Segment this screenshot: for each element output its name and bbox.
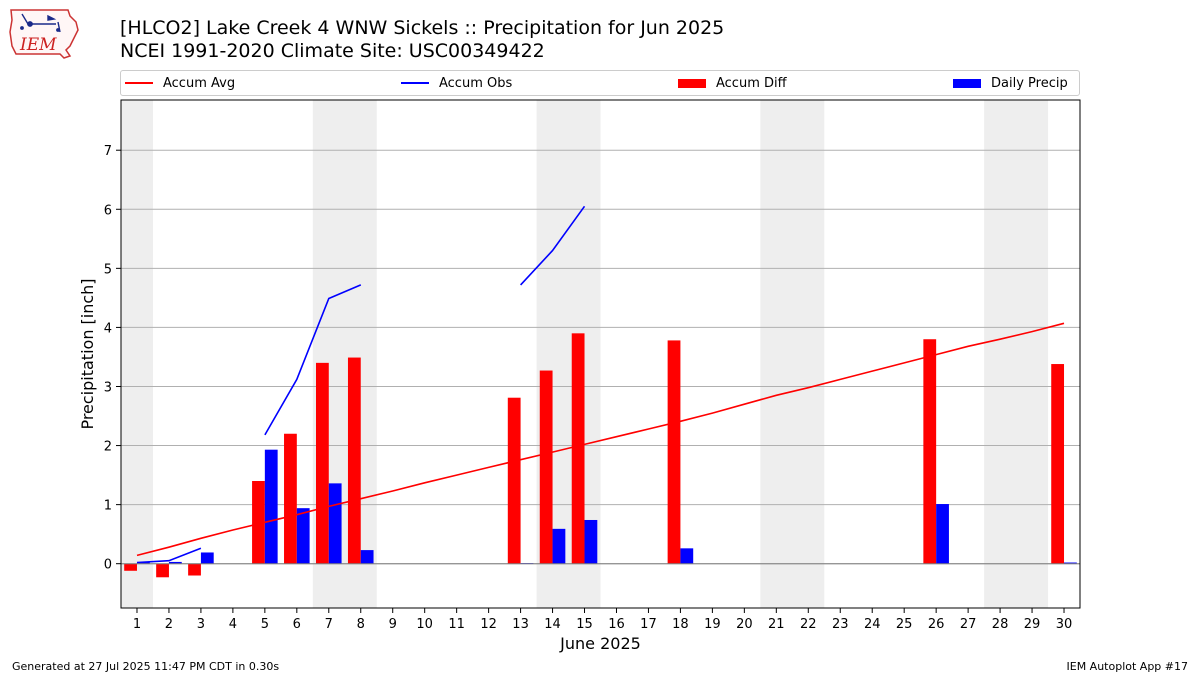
bar [507,397,521,564]
x-tick-label: 7 [325,617,333,632]
x-tick-label: 21 [768,617,785,632]
y-tick-label: 3 [104,380,112,395]
chart-subtitle: NCEI 1991-2020 Climate Site: USC00349422 [120,40,545,62]
legend-label: Accum Obs [439,75,513,91]
bar [360,550,374,564]
x-axis-label: June 2025 [559,634,641,653]
x-tick-label: 4 [229,617,237,632]
legend-swatch [401,82,429,84]
x-tick-label: 2 [165,617,173,632]
x-tick-label: 23 [832,617,849,632]
x-tick-label: 13 [512,617,529,632]
bar [923,339,937,564]
x-tick-label: 15 [576,617,593,632]
x-tick-label: 18 [672,617,689,632]
bar [188,563,201,576]
bar [264,449,278,564]
x-tick-label: 11 [448,617,465,632]
legend-label: Daily Precip [991,75,1068,91]
bar [1051,364,1065,564]
legend-swatch [125,82,153,84]
weather-station-icon [20,13,61,33]
x-tick-label: 12 [480,617,497,632]
series-line [136,547,202,564]
bar [168,561,182,564]
bar [315,362,329,564]
chart-legend: Accum Avg Accum Obs Accum Diff Daily Pre… [120,70,1080,96]
bar [200,552,214,564]
x-tick-label: 28 [992,617,1009,632]
bar [284,433,297,564]
legend-item-accum-avg: Accum Avg [125,71,235,95]
x-tick-label: 30 [1056,617,1073,632]
y-tick-label: 7 [104,144,112,159]
y-tick-label: 5 [104,262,112,277]
weekend-band [984,100,1049,608]
x-tick-label: 6 [293,617,301,632]
legend-swatch [953,78,981,88]
y-axis-label: Precipitation [inch] [78,278,97,429]
weekend-band [121,100,153,608]
app-label: IEM Autoplot App #17 [1066,660,1189,673]
legend-item-accum-diff: Accum Diff [678,71,787,95]
x-tick-label: 9 [389,617,397,632]
y-tick-label: 4 [104,321,112,336]
legend-label: Accum Avg [163,75,236,91]
bar [936,504,949,564]
y-tick-label: 0 [104,558,112,573]
generated-timestamp: Generated at 27 Jul 2025 11:47 PM CDT in… [12,660,280,673]
y-tick-label: 6 [104,203,112,218]
legend-swatch [678,78,706,88]
logo-text: IEM [19,35,57,55]
legend-item-accum-obs: Accum Obs [401,71,512,95]
x-tick-label: 14 [544,617,561,632]
bar [136,562,150,564]
bar [584,519,598,564]
bar [539,370,553,564]
bar [571,333,585,564]
series-line [136,322,1065,557]
x-tick-label: 10 [416,617,433,632]
bar [552,528,566,564]
bar [252,481,265,564]
x-tick-label: 29 [1024,617,1041,632]
x-tick-label: 20 [736,617,753,632]
legend-item-daily-precip: Daily Precip [953,71,1068,95]
bar [680,548,694,564]
weekend-band [760,100,825,608]
bar [296,508,310,564]
x-tick-label: 17 [640,617,657,632]
plot-frame [120,99,1081,609]
bar [1064,562,1077,564]
x-tick-label: 8 [357,617,365,632]
x-tick-label: 16 [608,617,625,632]
bar [328,483,342,564]
bar [667,340,681,564]
x-tick-label: 5 [261,617,269,632]
x-tick-label: 19 [704,617,721,632]
x-tick-label: 26 [928,617,945,632]
x-tick-label: 24 [864,617,881,632]
y-tick-label: 1 [104,499,112,514]
series-line [264,284,362,436]
x-tick-label: 22 [800,617,817,632]
x-tick-label: 1 [133,617,141,632]
x-tick-label: 3 [197,617,205,632]
bar [124,563,137,571]
legend-label: Accum Diff [716,75,787,91]
x-tick-label: 27 [960,617,977,632]
iem-logo: IEM [9,9,79,59]
x-tick-label: 25 [896,617,913,632]
bar [347,357,361,564]
series-line [520,205,586,286]
chart-title: [HLCO2] Lake Creek 4 WNW Sickels :: Prec… [120,17,725,39]
bar [156,563,169,578]
y-tick-label: 2 [104,440,112,455]
